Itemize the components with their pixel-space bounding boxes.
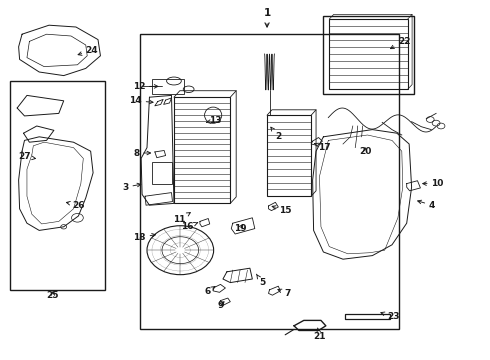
Text: 12: 12 — [133, 82, 158, 91]
Text: 15: 15 — [272, 206, 292, 215]
Text: 14: 14 — [129, 96, 153, 105]
Text: 19: 19 — [234, 224, 246, 233]
Bar — [174, 97, 230, 203]
Text: 8: 8 — [133, 149, 150, 158]
Bar — [345, 314, 390, 319]
Text: 11: 11 — [172, 213, 190, 224]
Text: 21: 21 — [314, 328, 326, 341]
Text: 4: 4 — [417, 200, 435, 210]
Text: 10: 10 — [423, 179, 443, 188]
Text: 22: 22 — [391, 37, 411, 49]
Text: 2: 2 — [271, 127, 281, 141]
Text: 16: 16 — [181, 222, 198, 231]
Text: 24: 24 — [78, 46, 98, 55]
Bar — [267, 115, 311, 196]
Bar — [140, 34, 399, 329]
Bar — [323, 16, 414, 94]
Text: 5: 5 — [256, 274, 265, 287]
Bar — [10, 81, 105, 290]
Text: 18: 18 — [133, 233, 155, 242]
Text: 17: 17 — [314, 143, 331, 152]
Text: 27: 27 — [18, 152, 35, 161]
Text: 3: 3 — [122, 183, 141, 192]
Text: 7: 7 — [278, 289, 291, 298]
Text: 13: 13 — [206, 116, 222, 125]
Text: 23: 23 — [381, 312, 400, 321]
Bar — [152, 79, 184, 94]
Text: 25: 25 — [47, 291, 59, 300]
Text: 26: 26 — [67, 201, 85, 210]
Bar — [329, 19, 408, 89]
Text: 9: 9 — [217, 302, 224, 310]
Text: 6: 6 — [204, 287, 215, 296]
Text: 1: 1 — [264, 8, 270, 27]
Bar — [152, 162, 172, 184]
Text: 20: 20 — [359, 147, 371, 156]
